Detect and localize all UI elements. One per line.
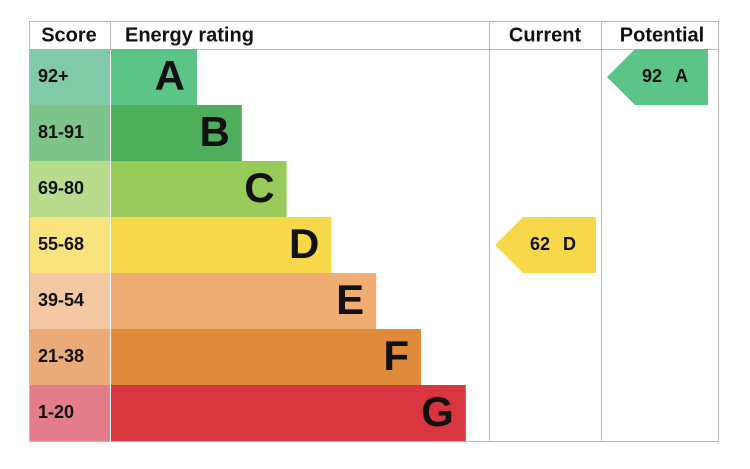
header-score: Score xyxy=(41,24,97,46)
score-label: 39-54 xyxy=(38,290,84,310)
score-label: 21-38 xyxy=(38,346,84,366)
rating-letter: A xyxy=(155,52,185,99)
rating-letter: C xyxy=(244,164,274,211)
current-score: 62 xyxy=(530,234,550,254)
rating-letter: D xyxy=(289,220,319,267)
frame xyxy=(29,21,719,442)
score-cell xyxy=(30,161,110,217)
score-label: 55-68 xyxy=(38,234,84,254)
rating-letter: B xyxy=(199,108,229,155)
rating-letter: G xyxy=(421,388,454,435)
score-label: 81-91 xyxy=(38,122,84,142)
header-rating: Energy rating xyxy=(125,24,254,46)
rating-bar xyxy=(111,105,242,161)
rating-bar xyxy=(111,385,466,441)
score-cell xyxy=(30,329,110,385)
header-potential: Potential xyxy=(620,24,704,46)
score-cell xyxy=(30,385,110,441)
score-label: 92+ xyxy=(38,66,69,86)
header-current: Current xyxy=(509,24,582,46)
potential-arrow xyxy=(607,49,708,105)
score-cell xyxy=(30,49,110,105)
current-arrow xyxy=(495,217,596,273)
rating-bar xyxy=(111,273,377,329)
score-label: 1-20 xyxy=(38,402,74,422)
rating-letter: F xyxy=(383,332,409,379)
potential-score: 92 xyxy=(642,66,662,86)
rating-bar xyxy=(111,161,287,217)
score-cell xyxy=(30,273,110,329)
score-cell xyxy=(30,217,110,273)
rating-letter: E xyxy=(336,276,364,323)
rating-bar xyxy=(111,329,421,385)
current-rating: D xyxy=(563,234,576,254)
potential-rating: A xyxy=(675,66,688,86)
rating-bar xyxy=(111,49,197,105)
score-label: 69-80 xyxy=(38,178,84,198)
score-cell xyxy=(30,105,110,161)
rating-bar xyxy=(111,217,332,273)
